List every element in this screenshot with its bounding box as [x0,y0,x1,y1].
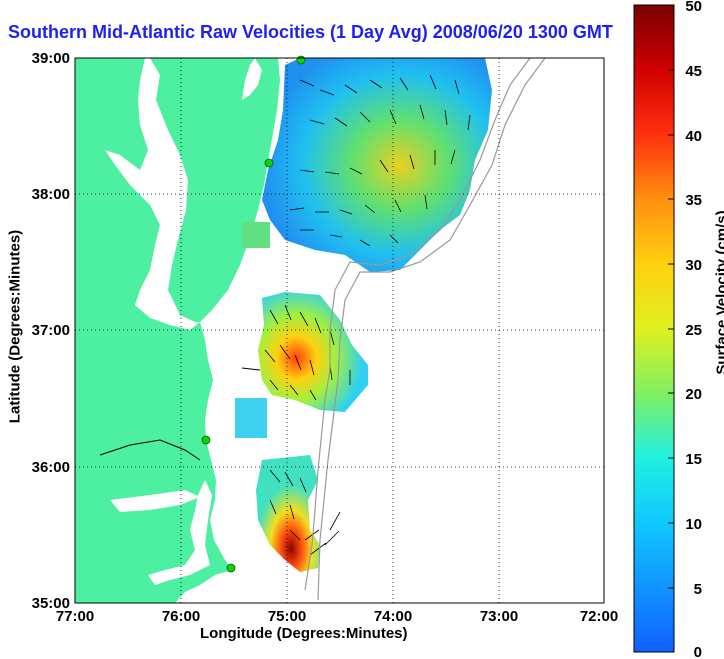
chesapeake-bay [105,58,200,330]
colorbar [633,4,675,653]
colorbar-tick-label: 45 [685,63,702,80]
colorbar-tick-label: 35 [685,192,702,209]
albemarle-sound [110,490,200,512]
colorbar-tick-label: 40 [685,128,702,145]
y-tick-label: 35:00 [32,595,70,612]
x-tick-label: 72:00 [580,608,618,625]
colorbar-tick-label: 20 [685,386,702,403]
x-tick-label: 74:00 [374,608,412,625]
x-tick-label: 75:00 [268,608,306,625]
velocity-field-north [262,58,492,272]
colorbar-tick-label: 10 [685,516,702,533]
x-ticks: 77:00 76:00 75:00 74:00 73:00 72:00 [56,608,618,625]
velocity-vectors [241,74,471,556]
pamlico-sound [148,480,212,585]
map-title: Southern Mid-Atlantic Raw Velocities (1 … [8,22,613,42]
x-tick-label: 77:00 [56,608,94,625]
colorbar-tick-label: 25 [685,322,702,339]
y-ticks: 39:00 38:00 37:00 36:00 35:00 [32,50,70,612]
colorbar-tick-label: 50 [685,0,702,15]
land-mass [75,58,280,603]
colorbar-tick-label: 5 [694,581,702,598]
colorbar-tick-label: 30 [685,257,702,274]
x-tick-label: 73:00 [480,608,518,625]
velocity-cell-small [242,222,270,248]
x-tick-label: 76:00 [162,608,200,625]
colorbar-tick-label: 0 [694,644,702,659]
colorbar-ticks [668,4,674,589]
y-tick-label: 39:00 [32,50,70,67]
delaware-bay [242,58,262,100]
velocity-cell-west [235,398,267,438]
y-tick-label: 36:00 [32,459,70,476]
river-coastline [99,439,201,461]
grid [75,58,604,603]
bathymetry-contours [304,58,546,601]
colorbar-tick-label: 15 [685,451,702,468]
y-tick-label: 37:00 [32,322,70,339]
plot-frame [74,57,605,604]
y-tick-label: 38:00 [32,186,70,203]
colorbar-tick-labels: 50 45 40 35 30 25 20 15 10 5 0 [685,0,702,659]
velocity-field-chesapeake [258,292,368,412]
hf-radar-stations [201,55,306,573]
x-axis-label: Longitude (Degrees:Minutes) [200,625,408,642]
velocity-field-hatteras [256,455,320,572]
